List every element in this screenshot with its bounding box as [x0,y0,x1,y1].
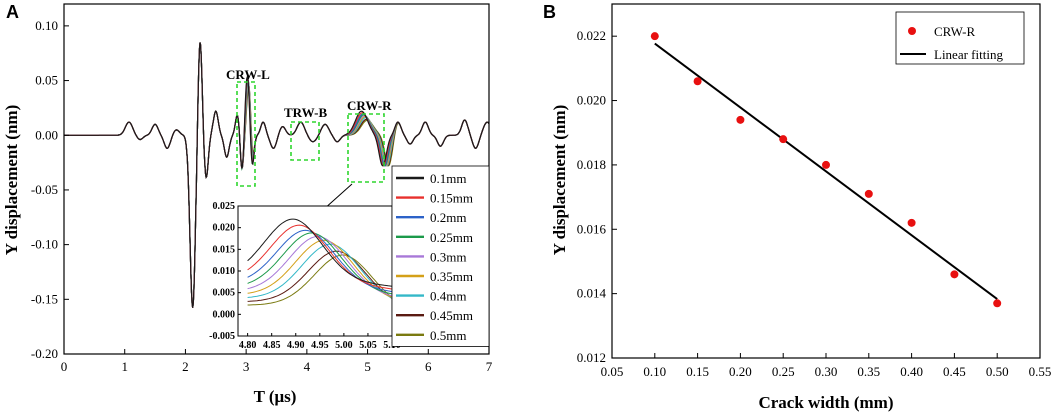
box-crw-l [236,81,256,187]
inset-curve-0.15mm [247,224,393,290]
panel-b-x-tick-label: 0.50 [986,364,1009,379]
legend-label-0.35mm: 0.35mm [430,269,473,284]
panel-a-y-axis-title: Y displacement (nm) [2,105,21,255]
data-point-crw-r [864,189,873,198]
legend-label-0.3mm: 0.3mm [430,249,466,264]
data-point-crw-r [993,299,1002,308]
panel-a-x-tick-label: 4 [304,359,311,374]
inset-curve-0.2mm [247,229,393,293]
legend-label-0.25mm: 0.25mm [430,230,473,245]
panel-b-x-tick-label: 0.15 [686,364,709,379]
panel-label-a: A [6,2,19,22]
panel-a-x-tick-label: 2 [182,359,189,374]
waveform-0.1mm [64,42,490,308]
panel-a-x-tick-label: 5 [364,359,371,374]
linear-fit-line [654,42,998,300]
inset-curve-0.3mm [247,235,393,297]
panel-b-x-tick-label: 0.10 [643,364,666,379]
panel-b-y-axis-title: Y displacement (nm) [550,105,569,255]
inset-x-tick-label: 4.85 [263,340,281,351]
panel-a-x-tick-label: 0 [61,359,68,374]
panel-b-x-tick-label: 0.20 [729,364,752,379]
panel-b-x-tick-label: 0.55 [1029,364,1052,379]
inset-curve-0.45mm [247,250,393,302]
panel-b-x-tick-label: 0.35 [857,364,880,379]
inset-y-tick-label: 0.015 [213,244,236,255]
inset-y-tick-label: 0.020 [213,223,236,234]
inset-y-tick-label: 0.000 [213,309,236,320]
inset-frame [237,205,393,337]
inset-curve-0.1mm [247,218,393,287]
panel-a-x-tick-label: 1 [121,359,128,374]
inset-y-tick-label: -0.005 [209,331,235,342]
inset-x-tick-label: 5.05 [359,340,377,351]
data-point-crw-r [736,115,745,124]
annotation-trw-b: TRW-B [284,105,327,120]
data-point-crw-r [822,160,830,169]
panel-b-x-tick-label: 0.25 [772,364,795,379]
panel-b-x-tick-label: 0.40 [900,364,923,379]
panel-b-x-tick-label: 0.05 [601,364,624,379]
panel-b-y-tick-label: 0.012 [577,350,606,365]
inset-curve-0.4mm [247,243,393,299]
panel-a-y-tick-label: -0.05 [31,182,58,197]
panel-a-y-tick-label: -0.20 [31,346,58,361]
panel-b-y-tick-label: 0.022 [577,28,606,43]
panel-b-fit-line [654,42,998,300]
panel-a-x-tick-label: 6 [425,359,432,374]
data-point-crw-r [779,135,788,144]
legend-label-0.2mm: 0.2mm [430,210,466,225]
panel-a-y-tick-label: 0.10 [35,18,58,33]
data-point-crw-r [693,77,702,86]
panel-b-y-tick-label: 0.020 [577,93,606,108]
panel-b-legend-box [895,11,1025,65]
data-point-crw-r [950,270,959,279]
panel-a-axes: 0 1 2 3 4 5 6 7 0.10 0.05 0.00 -0.05 -0.10 -0.15 -0.20 [31,18,493,374]
inset-y-tick-label: 0.025 [213,201,236,212]
panel-a-legend: 0.1mm 0.15mm 0.2mm 0.25mm 0.3mm 0.35mm 0.4mm 0.… [391,165,490,347]
panel-b-y-tick-label: 0.016 [577,221,607,236]
panel-b-legend: CRW-R Linear fitting [895,11,1025,65]
legend-label-0.1mm: 0.1mm [430,171,466,186]
legend-marker-crw-r [908,27,916,35]
inset-x-tick-label: 5.00 [335,340,353,351]
panel-a-curves [64,42,490,308]
inset-x-tick-label: 4.90 [287,340,305,351]
panel-b-x-tick-label: 0.30 [815,364,838,379]
panel-a-x-tick-label: 7 [486,359,493,374]
panel-b-x-tick-label: 0.45 [943,364,966,379]
legend-label-0.4mm: 0.4mm [430,289,466,304]
panel-a-y-tick-label: 0.00 [35,127,58,142]
panel-b-x-axis-title: Crack width (mm) [758,393,893,412]
legend-label-fit: Linear fitting [934,47,1003,62]
panel-a-y-tick-label: -0.10 [31,237,58,252]
panel-b-points [650,32,1002,308]
inset-y-tick-label: 0.005 [213,288,236,299]
inset-y-tick-label: 0.010 [213,266,236,277]
panel-a-y-tick-label: -0.15 [31,291,58,306]
annotation-crw-r: CRW-R [347,98,392,113]
panel-a-x-axis-title: T (μs) [254,387,297,406]
data-point-crw-r [650,32,659,41]
inset-x-tick-label: 4.95 [311,340,329,351]
panel-b-y-tick-label: 0.014 [577,286,607,301]
legend-label-0.45mm: 0.45mm [430,308,473,323]
inset-x-tick-label: 4.80 [239,340,257,351]
annotation-crw-l: CRW-L [226,67,270,82]
panel-a-inset: 4.804.854.904.955.005.055.100.0250.0200.… [209,201,401,351]
box-trw-b [290,121,320,161]
panel-b-y-tick-label: 0.018 [577,157,606,172]
box-crw-r [347,113,385,183]
legend-label-crw-r: CRW-R [934,24,976,39]
panel-label-b: B [543,2,556,22]
legend-label-0.15mm: 0.15mm [430,191,473,206]
panel-a-y-tick-label: 0.05 [35,73,58,88]
legend-label-0.5mm: 0.5mm [430,328,466,343]
panel-a-x-tick-label: 3 [243,359,250,374]
data-point-crw-r [907,218,916,227]
inset-curve-0.5mm [247,254,393,306]
panel-b-axes: 0.05 0.10 0.15 0.20 0.25 0.30 0.35 0.40 0.45 0.50… [577,28,1052,379]
